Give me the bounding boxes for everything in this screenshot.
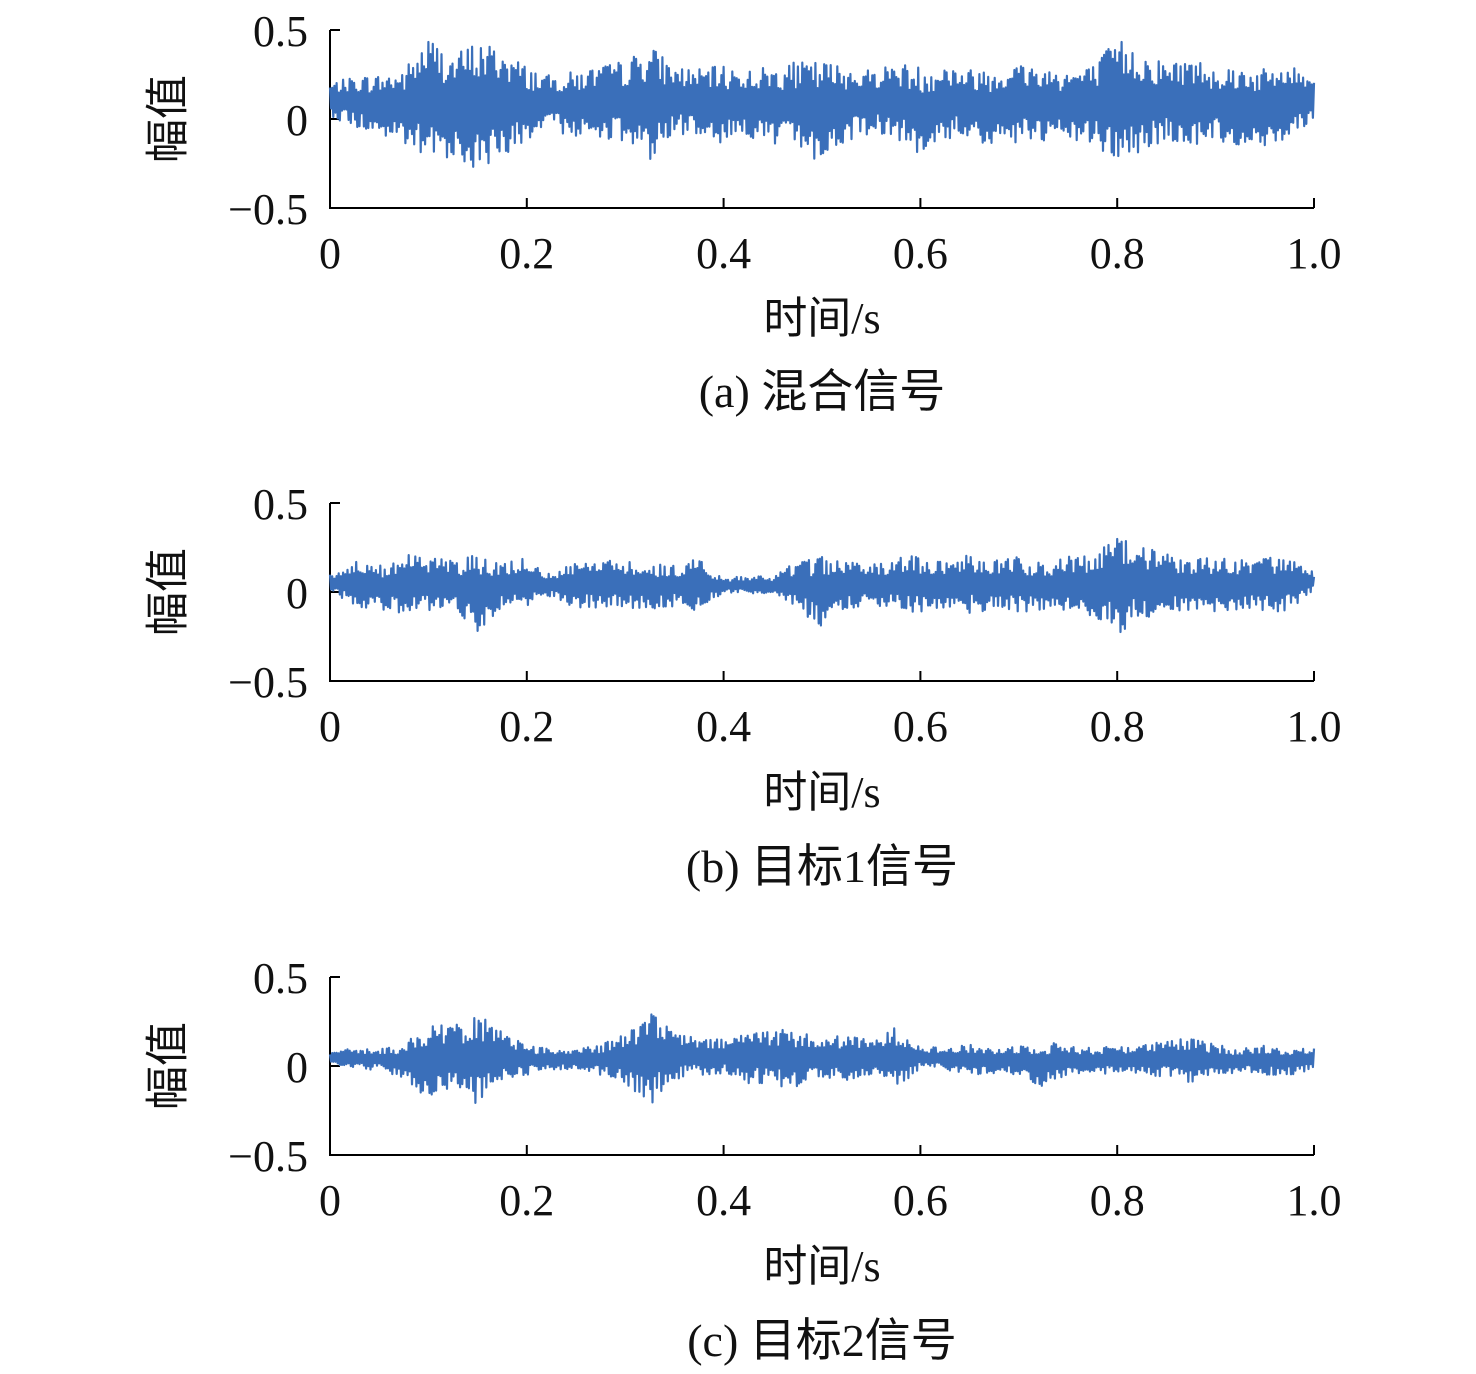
panel-a-ytick-label-2: −0.5 [228, 185, 308, 234]
panel-c-ytick-label-1: 0 [286, 1043, 308, 1092]
panel-b-x-ticks: 0 0.2 0.4 0.6 0.8 1.0 [319, 671, 1342, 751]
panel-c: 0.5 0 −0.5 0 0.2 0.4 0.6 0.8 1.0 幅值 时间/s… [144, 954, 1342, 1366]
panel-c-y-axis-title: 幅值 [144, 1022, 193, 1110]
panel-b-caption: (b) 目标1信号 [686, 841, 958, 892]
panel-c-x-ticks: 0 0.2 0.4 0.6 0.8 1.0 [319, 1145, 1342, 1225]
panel-c-x-axis-title: 时间/s [763, 1242, 880, 1291]
panel-c-xtick-label-5: 1.0 [1287, 1176, 1342, 1225]
panel-c-xtick-label-0: 0 [319, 1176, 341, 1225]
panel-a-xtick-label-2: 0.4 [696, 229, 751, 278]
panel-c-signal-line [328, 1013, 1316, 1104]
panel-a-y-ticks: 0.5 0 −0.5 [228, 7, 340, 234]
panel-c-xtick-label-2: 0.4 [696, 1176, 751, 1225]
panel-a-xtick-label-1: 0.2 [499, 229, 554, 278]
panel-c-xtick-label-4: 0.8 [1090, 1176, 1145, 1225]
panel-b-xtick-label-4: 0.8 [1090, 702, 1145, 751]
panel-c-xtick-label-1: 0.2 [499, 1176, 554, 1225]
panel-c-xtick-label-3: 0.6 [893, 1176, 948, 1225]
panel-a-caption: (a) 混合信号 [699, 366, 946, 417]
panel-a-signal-line [328, 40, 1316, 168]
panel-b-xtick-label-0: 0 [319, 702, 341, 751]
panel-b-signal-line [328, 537, 1316, 634]
panel-b-y-axis-title: 幅值 [144, 548, 193, 636]
panel-b-ytick-label-1: 0 [286, 569, 308, 618]
panel-b-xtick-label-2: 0.4 [696, 702, 751, 751]
panel-a-ytick-label-0: 0.5 [253, 7, 308, 56]
panel-b-xtick-label-5: 1.0 [1287, 702, 1342, 751]
panel-c-ytick-label-0: 0.5 [253, 954, 308, 1003]
panel-c-y-ticks: 0.5 0 −0.5 [228, 954, 340, 1181]
panel-c-ytick-label-2: −0.5 [228, 1132, 308, 1181]
panel-b-ytick-label-2: −0.5 [228, 658, 308, 707]
panel-a-ytick-label-1: 0 [286, 96, 308, 145]
panel-a-x-axis-title: 时间/s [763, 294, 880, 343]
panel-b-ytick-label-0: 0.5 [253, 480, 308, 529]
panel-a-xtick-label-4: 0.8 [1090, 229, 1145, 278]
panel-a-xtick-label-3: 0.6 [893, 229, 948, 278]
panel-a: 0.5 0 −0.5 0 0.2 0.4 0.6 0.8 1.0 幅值 时间/s… [144, 7, 1342, 417]
panel-b-x-axis-title: 时间/s [763, 768, 880, 817]
panel-a-xtick-label-0: 0 [319, 229, 341, 278]
panel-b: 0.5 0 −0.5 0 0.2 0.4 0.6 0.8 1.0 幅值 时间/s… [144, 480, 1342, 892]
panel-b-y-ticks: 0.5 0 −0.5 [228, 480, 340, 707]
panel-c-caption: (c) 目标2信号 [687, 1315, 957, 1366]
panel-b-xtick-label-1: 0.2 [499, 702, 554, 751]
panel-b-xtick-label-3: 0.6 [893, 702, 948, 751]
panel-a-y-axis-title: 幅值 [144, 75, 193, 163]
panel-a-xtick-label-5: 1.0 [1287, 229, 1342, 278]
panel-a-x-ticks: 0 0.2 0.4 0.6 0.8 1.0 [319, 198, 1342, 278]
